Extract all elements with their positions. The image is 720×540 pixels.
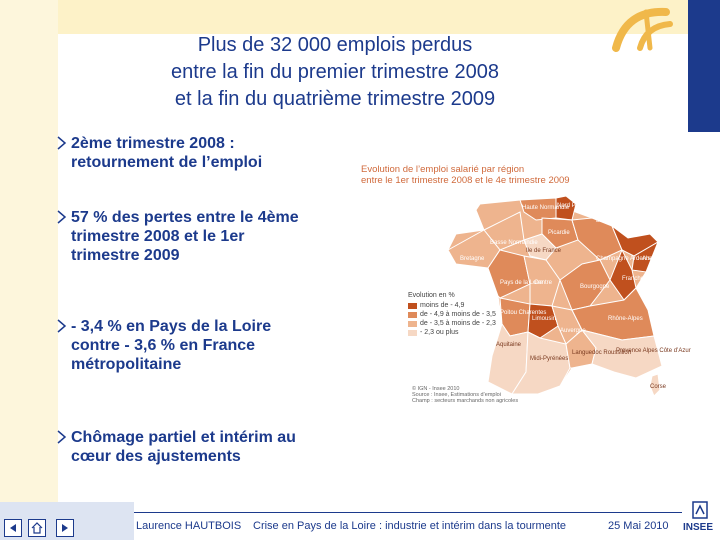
legend-swatch <box>408 321 417 327</box>
region-label: Poitou Charentes <box>500 310 547 316</box>
chevron-right-icon <box>57 430 67 444</box>
bullet-line: métropolitaine <box>71 356 182 373</box>
footer-subject: Crise en Pays de la Loire : industrie et… <box>253 520 567 532</box>
bullet-text: - 3,4 % en Pays de la Loire contre - 3,6… <box>56 317 346 374</box>
orange-arc-logo <box>612 7 673 52</box>
region-map-figure: Evolution de l’emploi salarié par région… <box>360 160 691 410</box>
bullet-text: 2ème trimestre 2008 : retournement de l’… <box>56 134 346 172</box>
region-label: Corse <box>650 384 667 390</box>
next-slide-button[interactable] <box>56 519 74 537</box>
region-label: Franche Comté <box>622 276 664 282</box>
region-label: Picardie <box>548 230 570 236</box>
legend-row: de - 4,9 à moins de - 3,5 <box>408 311 496 319</box>
chevron-right-icon <box>57 319 67 333</box>
legend-row: moins de - 4,9 <box>408 302 496 310</box>
chevron-right-icon <box>57 136 67 150</box>
home-slide-button[interactable] <box>28 519 46 537</box>
bullet-line: Chômage partiel et intérim au <box>71 429 296 446</box>
legend-row: de - 3,5 à moins de - 2,3 <box>408 320 496 328</box>
bullet-line: cœur des ajustements <box>71 448 241 465</box>
footer-author: Laurence HAUTBOIS <box>136 520 242 532</box>
region-label: Bretagne <box>460 256 485 262</box>
region-label: Provence Alpes Côte d’Azur <box>616 348 691 354</box>
legend-swatch <box>408 330 417 336</box>
map-source-note: © IGN - Insee 2010 Source : Insee, Estim… <box>412 386 552 404</box>
title-line: et la fin du quatrième trimestre 2009 <box>174 88 496 110</box>
map-title-line: Evolution de l’emploi salarié par région <box>361 164 525 175</box>
bullet-1: 2ème trimestre 2008 : retournement de l’… <box>56 134 346 172</box>
region-label: Nord Pas-de-Calais <box>557 203 610 209</box>
title-line: Plus de 32 000 emplois perdus <box>197 34 473 56</box>
bullet-line: - 3,4 % en Pays de la Loire <box>71 318 272 335</box>
side-decor-stripe <box>0 0 58 540</box>
insee-logo-mark <box>692 501 708 519</box>
legend-label: - 2,3 ou plus <box>420 329 459 336</box>
region-label: Midi-Pyrénées <box>530 356 569 362</box>
legend-label: de - 3,5 à moins de - 2,3 <box>420 320 496 327</box>
legend-label: moins de - 4,9 <box>420 302 465 309</box>
bullet-4: Chômage partiel et intérim au cœur des a… <box>56 428 346 466</box>
bullet-line: 57 % des pertes entre le 4ème <box>71 209 299 226</box>
home-icon <box>31 522 43 534</box>
region-label: Ile de France <box>526 248 562 254</box>
legend-swatch <box>408 312 417 318</box>
region-label: Limousin <box>532 316 557 322</box>
bullet-text: Chômage partiel et intérim au cœur des a… <box>56 428 346 466</box>
footer-divider <box>134 512 682 513</box>
region-label: Rhône-Alpes <box>608 316 643 322</box>
bullet-line: retournement de l’emploi <box>71 154 263 171</box>
map-title-line: entre le 1er trimestre 2008 et le 4e tri… <box>361 175 570 186</box>
triangle-right-icon <box>62 524 68 532</box>
region-label: Bourgogne <box>580 284 610 290</box>
region-label: Basse Normandie <box>490 240 538 246</box>
top-decor-band <box>58 0 688 34</box>
triangle-left-icon <box>10 524 16 532</box>
map-legend: Evolution en % moins de - 4,9 de - 4,9 à… <box>408 292 496 338</box>
region-label: Centre <box>534 280 553 286</box>
region-label: Aquitaine <box>496 342 522 348</box>
previous-slide-button[interactable] <box>4 519 22 537</box>
legend-swatch <box>408 303 417 309</box>
legend-title: Evolution en % <box>408 292 455 299</box>
insee-logo-text: INSEE <box>683 522 714 533</box>
chevron-right-icon <box>57 210 67 224</box>
bullet-3: - 3,4 % en Pays de la Loire contre - 3,6… <box>56 317 346 374</box>
region-label: Languedoc Roussillon <box>572 350 632 356</box>
bullet-line: contre - 3,6 % en France <box>71 337 256 354</box>
right-decor-bar <box>688 0 720 132</box>
bullet-line: trimestre 2008 et le 1er <box>71 228 245 245</box>
footer-date: 25 Mai 2010 <box>608 520 669 532</box>
source-line: Champ : secteurs marchands non agricoles <box>412 398 519 404</box>
bullet-text: 57 % des pertes entre le 4ème trimestre … <box>56 208 346 265</box>
title-line: entre la fin du premier trimestre 2008 <box>171 61 499 83</box>
region-label: Pays de la Loire <box>500 280 544 286</box>
region-label: Champagne Ardenne <box>596 256 653 262</box>
legend-label: de - 4,9 à moins de - 3,5 <box>420 311 496 318</box>
map-title: Evolution de l’emploi salarié par région… <box>361 164 570 186</box>
region-label: Auvergne <box>560 328 586 334</box>
region-label: Lorraine <box>596 218 619 224</box>
legend-row: - 2,3 ou plus <box>408 329 496 337</box>
region-label: Haute Normandie <box>522 205 570 211</box>
source-line: © IGN - Insee 2010 <box>412 386 460 392</box>
slide-title: Plus de 32 000 emplois perdus entre la f… <box>80 32 590 113</box>
bullet-line: trimestre 2009 <box>71 247 180 264</box>
bullet-line: 2ème trimestre 2008 : <box>71 135 235 152</box>
region-label: Alsace <box>642 256 661 262</box>
france-region-map <box>447 195 663 397</box>
source-line: Source : Insee, Estimations d’emploi <box>412 392 501 398</box>
bullet-2: 57 % des pertes entre le 4ème trimestre … <box>56 208 346 265</box>
